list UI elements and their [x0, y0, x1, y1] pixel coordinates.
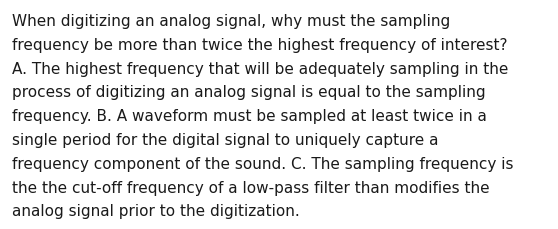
- Text: frequency be more than twice the highest frequency of interest?: frequency be more than twice the highest…: [12, 38, 507, 53]
- Text: frequency. B. A waveform must be sampled at least twice in a: frequency. B. A waveform must be sampled…: [12, 109, 487, 124]
- Text: analog signal prior to the digitization.: analog signal prior to the digitization.: [12, 204, 300, 218]
- Text: A. The highest frequency that will be adequately sampling in the: A. The highest frequency that will be ad…: [12, 61, 508, 76]
- Text: frequency component of the sound. C. The sampling frequency is: frequency component of the sound. C. The…: [12, 156, 513, 171]
- Text: the the cut-off frequency of a low-pass filter than modifies the: the the cut-off frequency of a low-pass …: [12, 180, 489, 195]
- Text: process of digitizing an analog signal is equal to the sampling: process of digitizing an analog signal i…: [12, 85, 485, 100]
- Text: When digitizing an analog signal, why must the sampling: When digitizing an analog signal, why mu…: [12, 14, 450, 29]
- Text: single period for the digital signal to uniquely capture a: single period for the digital signal to …: [12, 132, 439, 147]
